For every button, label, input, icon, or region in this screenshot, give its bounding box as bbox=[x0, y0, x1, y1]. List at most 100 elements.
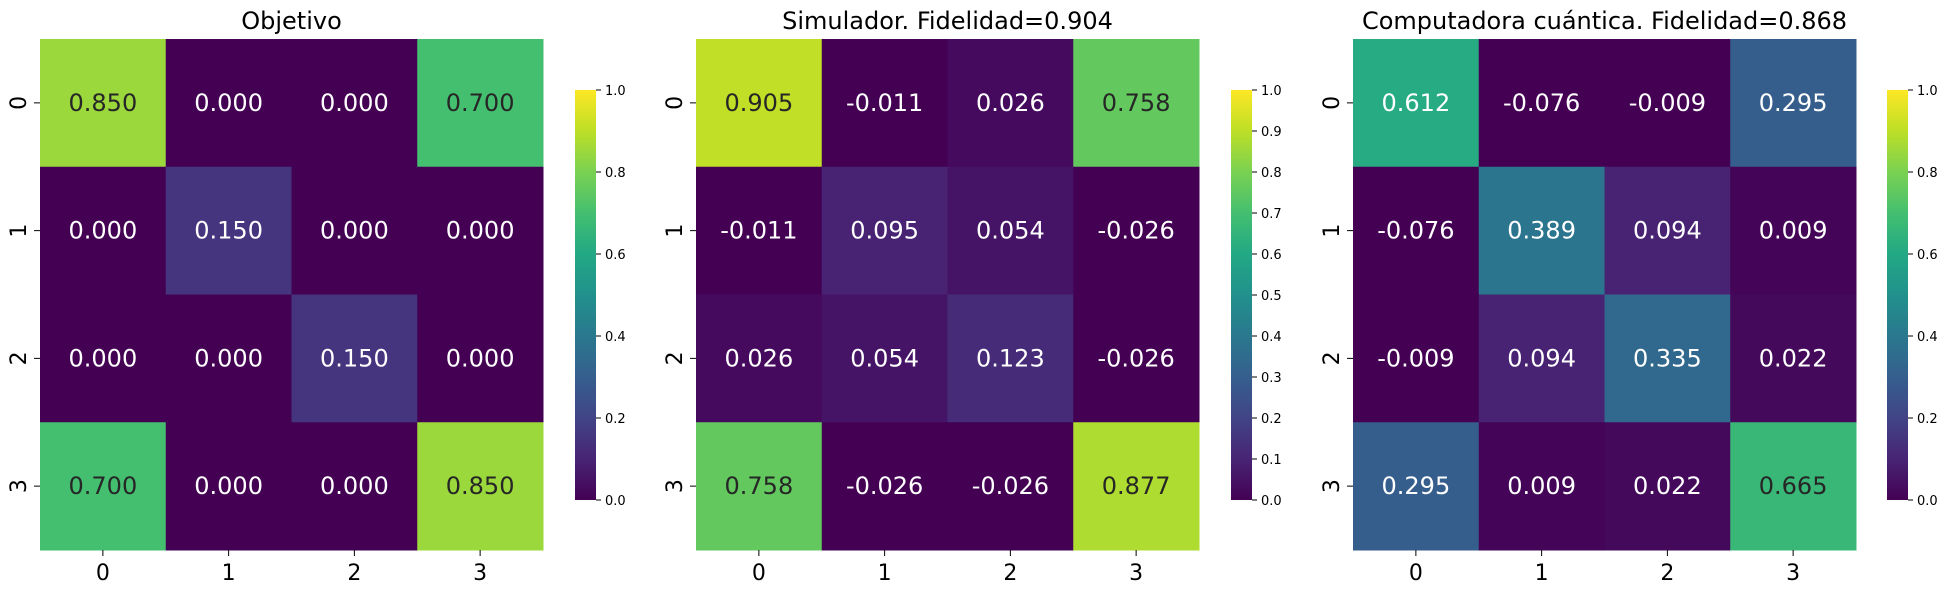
heatmap-cell-label: 0.000 bbox=[446, 344, 515, 372]
colorbar: 0.0 0.2 0.4 0.6 0.8 1.0 bbox=[1887, 84, 1938, 509]
heatmap-cell bbox=[40, 422, 167, 551]
colorbar-tick-label: 1.0 bbox=[1261, 84, 1282, 99]
y-tick-label: 0 bbox=[663, 96, 688, 110]
colorbar-gradient bbox=[1887, 90, 1908, 500]
heatmap-cell-label: 0.905 bbox=[725, 89, 794, 117]
colorbar-tick-label: 0.0 bbox=[605, 494, 626, 509]
heatmap-cell bbox=[40, 39, 167, 168]
x-tick-label: 2 bbox=[1660, 561, 1674, 586]
heatmap-cell bbox=[291, 39, 418, 168]
heatmap-cell bbox=[821, 294, 948, 423]
heatmap-cell-label: 0.700 bbox=[446, 89, 515, 117]
heatmap-cell bbox=[821, 166, 948, 295]
heatmap-cell-label: 0.009 bbox=[1507, 472, 1576, 500]
heatmap-cell bbox=[1730, 294, 1857, 423]
y-tick-label: 2 bbox=[1320, 351, 1345, 365]
heatmap-cell bbox=[1730, 39, 1857, 168]
heatmap-cell-label: 0.150 bbox=[194, 217, 263, 245]
heatmap-cell bbox=[417, 166, 544, 295]
heatmap-cell bbox=[1478, 294, 1605, 423]
x-tick-label: 1 bbox=[878, 561, 892, 586]
heatmap-cell bbox=[417, 294, 544, 423]
heatmap-cell-label: 0.000 bbox=[194, 344, 263, 372]
heatmap-title: Computadora cuántica. Fidelidad=0.868 bbox=[1362, 7, 1847, 35]
x-tick-label: 0 bbox=[96, 561, 110, 586]
heatmap-cell bbox=[696, 422, 823, 551]
x-tick-label: 1 bbox=[222, 561, 236, 586]
y-tick-label: 0 bbox=[7, 96, 32, 110]
heatmap-cell bbox=[1073, 294, 1200, 423]
heatmap-cell bbox=[1478, 39, 1605, 168]
heatmap-cell bbox=[1353, 294, 1480, 423]
heatmap-cell-label: -0.011 bbox=[720, 217, 797, 245]
heatmap-cell-label: 0.665 bbox=[1759, 472, 1828, 500]
colorbar-tick-label: 0.4 bbox=[1917, 330, 1938, 345]
heatmap-cell bbox=[1730, 166, 1857, 295]
heatmap-cell-label: 0.123 bbox=[976, 344, 1045, 372]
colorbar-tick-label: 0.4 bbox=[1261, 330, 1282, 345]
heatmap-cell bbox=[696, 294, 823, 423]
heatmap-cell bbox=[1604, 166, 1731, 295]
heatmap-cell bbox=[1478, 422, 1605, 551]
heatmap-cell-label: 0.000 bbox=[320, 217, 389, 245]
heatmap-cell-label: 0.000 bbox=[69, 217, 138, 245]
heatmap-cell-label: 0.022 bbox=[1633, 472, 1702, 500]
x-tick-label: 2 bbox=[1003, 561, 1017, 586]
heatmap-cell bbox=[291, 294, 418, 423]
colorbar-tick-label: 0.9 bbox=[1261, 125, 1282, 140]
heatmap-cell bbox=[1604, 422, 1731, 551]
heatmap-cell bbox=[821, 39, 948, 168]
heatmap-cell bbox=[1604, 39, 1731, 168]
heatmap-cell-label: 0.758 bbox=[1102, 89, 1171, 117]
heatmap-cell-label: 0.700 bbox=[69, 472, 138, 500]
heatmap-cell bbox=[165, 39, 292, 168]
heatmap-panel-1: Simulador. Fidelidad=0.904 0.905 -0.011 0.0… bbox=[663, 7, 1282, 586]
colorbar: 0.0 0.2 0.4 0.6 0.8 1.0 bbox=[575, 84, 626, 509]
colorbar-tick-label: 0.4 bbox=[605, 330, 626, 345]
x-tick-label: 3 bbox=[473, 561, 487, 586]
heatmap-cell bbox=[1353, 422, 1480, 551]
colorbar-tick-label: 0.7 bbox=[1261, 207, 1282, 222]
heatmap-cell bbox=[165, 166, 292, 295]
heatmap-cell bbox=[1478, 166, 1605, 295]
heatmap-cell bbox=[1730, 422, 1857, 551]
heatmap-cell-label: 0.000 bbox=[320, 89, 389, 117]
colorbar-tick-label: 1.0 bbox=[605, 84, 626, 99]
heatmap-cell-label: -0.076 bbox=[1503, 89, 1580, 117]
colorbar-tick-label: 0.2 bbox=[1917, 412, 1938, 427]
heatmap-cell-label: 0.094 bbox=[1633, 217, 1702, 245]
heatmap-cell-label: -0.026 bbox=[972, 472, 1049, 500]
y-tick-label: 0 bbox=[1320, 96, 1345, 110]
heatmap-cell-label: -0.011 bbox=[846, 89, 923, 117]
heatmap-cell bbox=[1073, 166, 1200, 295]
heatmap-cell-label: 0.000 bbox=[194, 472, 263, 500]
x-tick-label: 0 bbox=[752, 561, 766, 586]
heatmap-cell-label: 0.094 bbox=[1507, 344, 1576, 372]
heatmap-cell-label: 0.009 bbox=[1759, 217, 1828, 245]
colorbar: 0.0 0.1 0.2 0.3 0.4 0.5 0.6 0.7 0.8 0.9 1.0 bbox=[1231, 84, 1282, 509]
heatmap-cell-label: 0.758 bbox=[725, 472, 794, 500]
heatmap-cell-label: -0.026 bbox=[846, 472, 923, 500]
heatmap-cell bbox=[1073, 422, 1200, 551]
colorbar-tick-label: 0.6 bbox=[1917, 248, 1938, 263]
heatmap-cell-label: 0.000 bbox=[446, 217, 515, 245]
heatmap-title: Simulador. Fidelidad=0.904 bbox=[782, 7, 1113, 35]
y-tick-label: 1 bbox=[7, 224, 32, 238]
heatmap-cell-label: 0.026 bbox=[725, 344, 794, 372]
heatmap-cell-label: 0.295 bbox=[1382, 472, 1451, 500]
colorbar-tick-label: 0.0 bbox=[1917, 494, 1938, 509]
heatmap-cell bbox=[1604, 294, 1731, 423]
colorbar-tick-label: 0.3 bbox=[1261, 371, 1282, 386]
heatmap-cell bbox=[696, 166, 823, 295]
heatmap-cell-label: 0.000 bbox=[69, 344, 138, 372]
heatmap-cell-label: -0.026 bbox=[1097, 344, 1174, 372]
heatmap-cell bbox=[165, 294, 292, 423]
heatmap-cell-label: 0.150 bbox=[320, 344, 389, 372]
y-tick-label: 2 bbox=[7, 351, 32, 365]
heatmap-cell bbox=[1353, 39, 1480, 168]
heatmap-cell bbox=[291, 166, 418, 295]
x-tick-label: 3 bbox=[1786, 561, 1800, 586]
heatmap-cell-label: 0.389 bbox=[1507, 217, 1576, 245]
x-tick-label: 2 bbox=[347, 561, 361, 586]
